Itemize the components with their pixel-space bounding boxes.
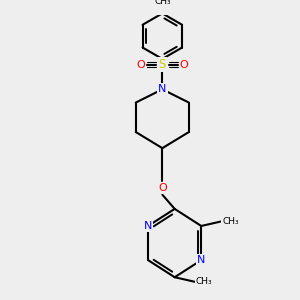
Text: N: N [144,221,152,231]
Text: CH₃: CH₃ [222,217,239,226]
Text: CH₃: CH₃ [196,278,212,286]
Text: S: S [159,58,166,71]
Text: O: O [158,183,167,193]
Text: O: O [180,60,188,70]
Text: CH₃: CH₃ [154,0,171,7]
Text: N: N [197,255,206,265]
Text: N: N [158,84,166,94]
Text: O: O [136,60,145,70]
